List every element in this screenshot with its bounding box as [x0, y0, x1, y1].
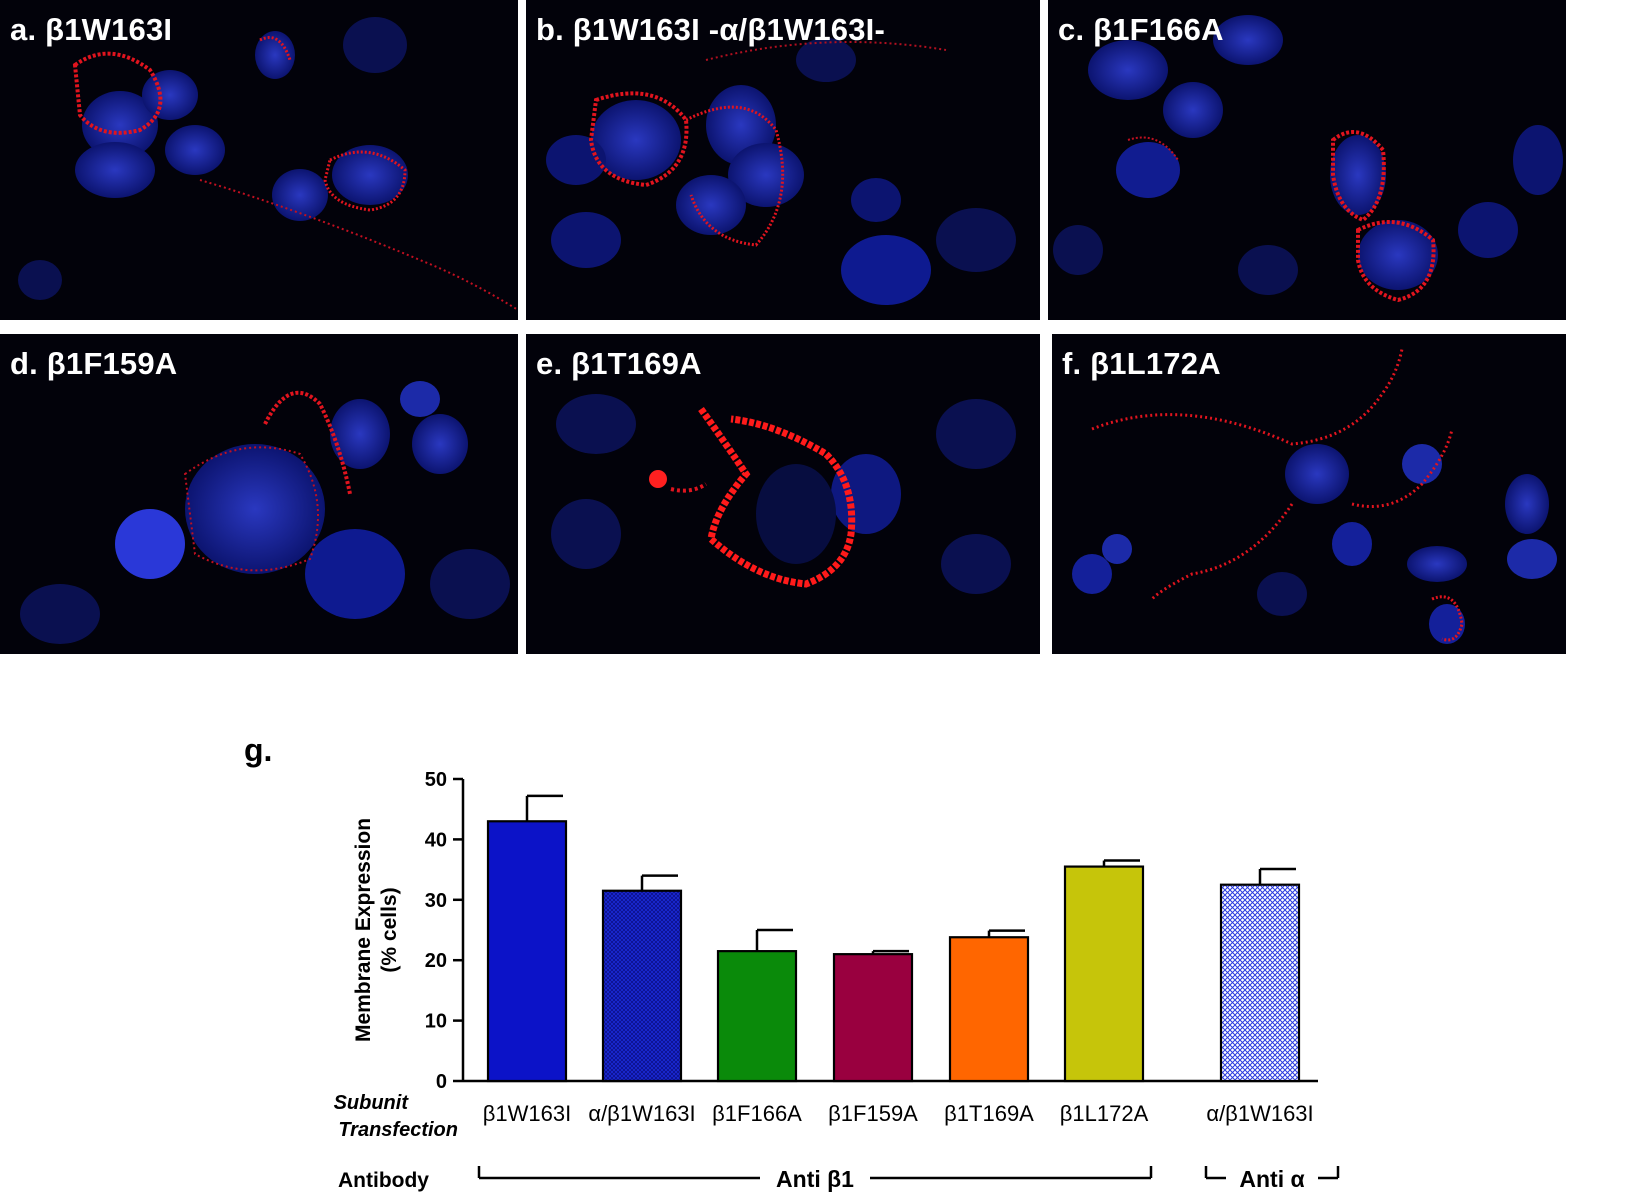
x-tick-label: β1T169A — [944, 1101, 1034, 1126]
x-tick-label: β1F159A — [828, 1101, 918, 1126]
bar — [1219, 883, 1301, 1083]
bar — [486, 820, 568, 1083]
antibody-group-label: Anti α — [1239, 1166, 1304, 1192]
micrograph-image — [1053, 15, 1563, 303]
y-tick-label: 30 — [425, 890, 447, 912]
y-axis-label-units: (% cells) — [378, 887, 401, 972]
row-label-subunit: Subunit — [334, 1092, 410, 1114]
bar — [716, 950, 798, 1083]
row-label-transfection: Transfection — [338, 1119, 458, 1141]
y-tick-label: 50 — [425, 769, 447, 791]
bar — [948, 936, 1030, 1083]
x-tick-label: β1F166A — [712, 1101, 802, 1126]
micrograph-panel-d: d. β1F159A — [0, 334, 518, 654]
micrograph-image — [20, 381, 510, 644]
y-tick-label: 0 — [436, 1071, 447, 1093]
x-tick-label: β1W163I — [483, 1101, 571, 1126]
bar — [1063, 865, 1145, 1083]
antibody-group-label: Anti β1 — [776, 1166, 854, 1192]
micrograph-panel-e: e. β1T169A — [526, 334, 1040, 654]
panel-label: c. β1F166A — [1058, 12, 1224, 47]
bar — [601, 889, 683, 1083]
micrograph-panel-f: f. β1L172A — [1052, 334, 1566, 654]
x-tick-label: α/β1W163I — [1206, 1101, 1313, 1126]
y-axis-label: Membrane Expression — [352, 818, 375, 1042]
y-tick-label: 40 — [425, 829, 447, 851]
x-tick-label: β1L172A — [1060, 1101, 1149, 1126]
y-tick-label: 20 — [425, 950, 447, 972]
panel-label: f. β1L172A — [1062, 346, 1221, 381]
micrograph-image — [551, 394, 1016, 594]
row-label-antibody: Antibody — [338, 1169, 429, 1192]
micrograph-panel-b: b. β1W163I -α/β1W163I- — [526, 0, 1040, 320]
panel-label-g: g. — [244, 732, 272, 768]
y-tick-label: 10 — [425, 1011, 447, 1033]
panel-label: b. β1W163I -α/β1W163I- — [536, 12, 886, 47]
micrograph-image — [18, 17, 518, 311]
bar — [832, 953, 914, 1083]
micrograph-panel-c: c. β1F166A — [1048, 0, 1566, 320]
x-tick-label: α/β1W163I — [588, 1101, 695, 1126]
panel-label: d. β1F159A — [10, 346, 178, 381]
bar-chart: g. 0 10 20 30 40 50 Membrane Expression (% cells… — [244, 732, 1340, 1192]
panel-label: e. β1T169A — [536, 346, 702, 381]
micrograph-image — [546, 38, 1016, 305]
micrograph-image — [1072, 348, 1557, 644]
panel-label: a. β1W163I — [10, 12, 173, 47]
micrograph-panel-a: a. β1W163I — [0, 0, 518, 320]
